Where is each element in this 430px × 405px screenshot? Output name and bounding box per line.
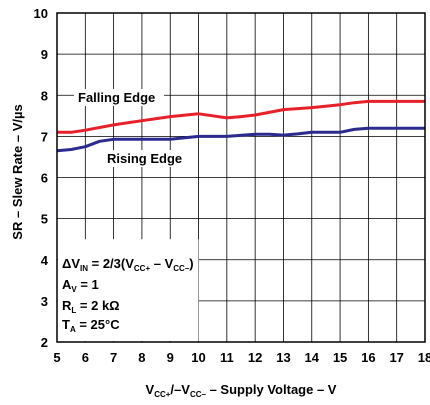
series-line-rising-edge — [56, 126, 425, 153]
label-background — [103, 150, 191, 167]
x-tick-label: 11 — [220, 350, 234, 365]
y-tick-label: 3 — [41, 294, 48, 309]
x-tick-label: 12 — [248, 350, 262, 365]
y-tick-label: 4 — [41, 253, 49, 268]
series-lines — [56, 99, 425, 153]
y-tick-label: 5 — [41, 212, 48, 227]
conditions-box — [58, 239, 199, 341]
conditions-box-background — [58, 89, 199, 341]
test-condition-line: RL = 2 kΩ — [62, 298, 120, 315]
y-tick-label: 7 — [41, 129, 48, 144]
x-tick-label: 8 — [138, 350, 145, 365]
x-tick-label: 6 — [82, 350, 89, 365]
x-tick-label: 7 — [110, 350, 117, 365]
plot-frame — [56, 12, 426, 343]
x-tick-label: 14 — [305, 350, 320, 365]
y-tick-labels: 2 3 4 5 6 7 8 9 10 — [34, 6, 49, 350]
series-label-falling-edge: Falling Edge — [78, 90, 155, 105]
label-background — [74, 89, 164, 106]
series-line-falling-edge — [57, 99, 425, 134]
y-tick-label: 8 — [41, 88, 48, 103]
x-tick-label: 13 — [276, 350, 290, 365]
test-condition-line: TA = 25°C — [62, 317, 120, 334]
x-tick-label: 9 — [167, 350, 174, 365]
x-axis-title: VCC+/–VCC– – Supply Voltage – V — [146, 382, 337, 399]
test-condition-line: ΔVIN = 2/3(VCC+ – VCC–) — [62, 256, 194, 273]
y-tick-label: 10 — [34, 6, 48, 21]
series-label-rising-edge: Rising Edge — [107, 151, 182, 166]
test-conditions: ΔVIN = 2/3(VCC+ – VCC–) AV = 1 RL = 2 kΩ TA… — [62, 256, 194, 334]
y-tick-label: 9 — [41, 47, 48, 62]
x-tick-label: 10 — [191, 350, 205, 365]
y-tick-label: 6 — [41, 171, 48, 186]
x-tick-label: 16 — [361, 350, 375, 365]
x-tick-label: 15 — [333, 350, 347, 365]
x-tick-label: 17 — [389, 350, 403, 365]
x-tick-label: 18 — [418, 350, 430, 365]
y-tick-label: 2 — [41, 335, 48, 350]
x-tick-labels: 5 6 7 8 9 10 11 12 13 14 15 16 17 18 — [53, 350, 430, 365]
y-axis-title: SR – Slew Rate – V/µs — [10, 104, 25, 239]
test-condition-line: AV = 1 — [62, 277, 99, 294]
x-tick-label: 5 — [53, 350, 60, 365]
